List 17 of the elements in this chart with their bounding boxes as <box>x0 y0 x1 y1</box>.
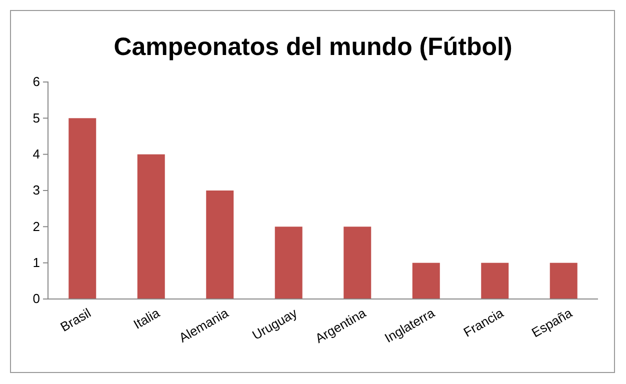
y-tick-label: 2 <box>32 218 40 234</box>
y-tick-label: 3 <box>32 182 40 198</box>
bar <box>412 262 440 299</box>
bar <box>206 190 234 299</box>
bar <box>481 262 509 299</box>
x-tick-label: Italia <box>130 304 163 332</box>
y-tick-label: 1 <box>32 254 40 270</box>
bar <box>274 226 302 299</box>
chart-title: Campeonatos del mundo (Fútbol) <box>114 33 512 61</box>
y-tick-label: 0 <box>32 291 40 306</box>
bar <box>137 154 165 299</box>
y-tick-label: 5 <box>32 110 40 126</box>
bar <box>344 226 372 299</box>
y-tick-label: 4 <box>32 146 40 162</box>
bar <box>68 118 96 299</box>
bar <box>550 262 578 299</box>
y-tick-label: 6 <box>32 74 40 90</box>
